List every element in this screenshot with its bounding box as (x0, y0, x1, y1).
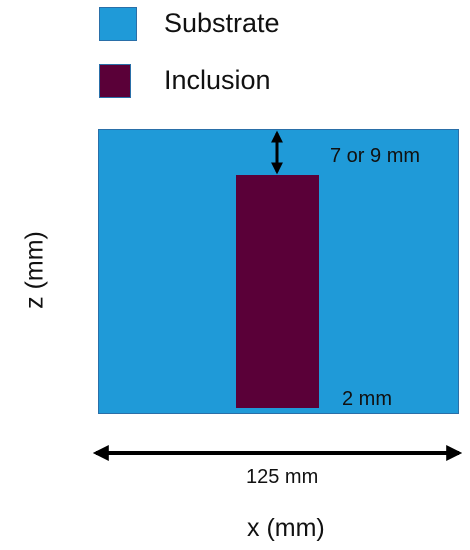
width-label: 2 mm (342, 388, 392, 410)
legend-swatch-inclusion (99, 64, 131, 98)
legend-swatch-substrate (99, 7, 137, 41)
inclusion-region (236, 175, 319, 408)
legend-label-substrate: Substrate (164, 8, 280, 38)
z-axis-label: z (mm) (20, 231, 49, 309)
depth-label: 7 or 9 mm (330, 145, 421, 167)
length-label: 125 mm (246, 466, 319, 488)
x-axis-label: x (mm) (247, 514, 325, 542)
legend-label-inclusion: Inclusion (164, 65, 271, 95)
